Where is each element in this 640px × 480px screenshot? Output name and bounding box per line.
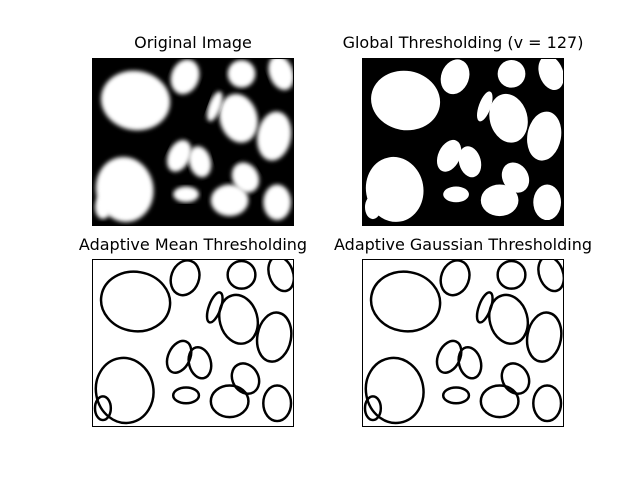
- cell-blob: [436, 139, 462, 172]
- global-threshold-canvas: [363, 59, 563, 225]
- cell-blob: [488, 293, 530, 345]
- cell-blob: [101, 70, 171, 131]
- cell-blob: [187, 345, 213, 380]
- cell-blob: [371, 70, 441, 131]
- panel-title-adaptive-gaussian: Adaptive Gaussian Thresholding: [334, 235, 592, 254]
- cell-blob: [93, 395, 113, 422]
- cell-blob: [443, 186, 469, 203]
- cell-blob: [527, 111, 562, 161]
- cell-blob: [525, 311, 563, 363]
- cell-blob: [94, 356, 155, 425]
- cell-blob: [458, 146, 482, 178]
- cell-blob: [205, 291, 224, 324]
- adaptive-gaussian-canvas: [363, 260, 563, 426]
- cell-blob: [364, 195, 381, 220]
- cell-blob: [496, 260, 527, 290]
- original-image-canvas: [93, 59, 293, 225]
- cell-blob: [440, 59, 470, 95]
- cell-blob: [166, 139, 192, 172]
- cell-blob: [439, 260, 471, 297]
- cell-blob: [533, 184, 562, 221]
- adaptive-mean-canvas: [93, 260, 293, 426]
- cell-blob: [218, 293, 260, 345]
- cell-blob: [532, 384, 563, 423]
- cell-blob: [170, 59, 200, 95]
- cell-blob: [173, 186, 199, 203]
- panel-title-adaptive-mean: Adaptive Mean Thresholding: [78, 235, 308, 254]
- panel-background: [93, 260, 293, 426]
- cell-blob: [255, 311, 293, 363]
- cell-blob: [475, 291, 494, 324]
- panel-title-global: Global Thresholding (v = 127): [342, 33, 584, 52]
- panel-adaptive-gaussian: [362, 259, 564, 427]
- cell-blob: [537, 260, 563, 293]
- panel-title-original: Original Image: [134, 33, 252, 52]
- cell-blob: [268, 59, 293, 91]
- cell-blob: [480, 184, 519, 217]
- cell-blob: [364, 356, 425, 425]
- cell-blob: [457, 345, 483, 380]
- cell-blob: [263, 184, 292, 221]
- cell-blob: [262, 384, 293, 423]
- cell-blob: [219, 93, 258, 143]
- panel-adaptive-mean: [92, 259, 294, 427]
- cell-blob: [441, 386, 471, 405]
- cell-blob: [489, 93, 528, 143]
- cell-blob: [501, 162, 530, 193]
- cell-blob: [171, 386, 201, 405]
- cell-blob: [209, 384, 250, 419]
- cell-blob: [94, 195, 111, 220]
- cell-blob: [207, 91, 223, 122]
- panel-original-image: [92, 58, 294, 226]
- cell-blob: [226, 260, 257, 290]
- cell-blob: [497, 59, 526, 88]
- cell-blob: [267, 260, 293, 293]
- cell-blob: [99, 270, 172, 333]
- panel-background: [363, 260, 563, 426]
- cell-blob: [479, 384, 520, 419]
- cell-blob: [363, 395, 383, 422]
- cell-blob: [369, 270, 442, 333]
- cell-blob: [188, 146, 212, 178]
- panel-global-threshold: [362, 58, 564, 226]
- cell-blob: [169, 260, 201, 297]
- cell-blob: [477, 91, 493, 122]
- cell-blob: [231, 162, 260, 193]
- cell-blob: [538, 59, 563, 91]
- cell-blob: [210, 184, 249, 217]
- cell-blob: [257, 111, 292, 161]
- cell-blob: [227, 59, 256, 88]
